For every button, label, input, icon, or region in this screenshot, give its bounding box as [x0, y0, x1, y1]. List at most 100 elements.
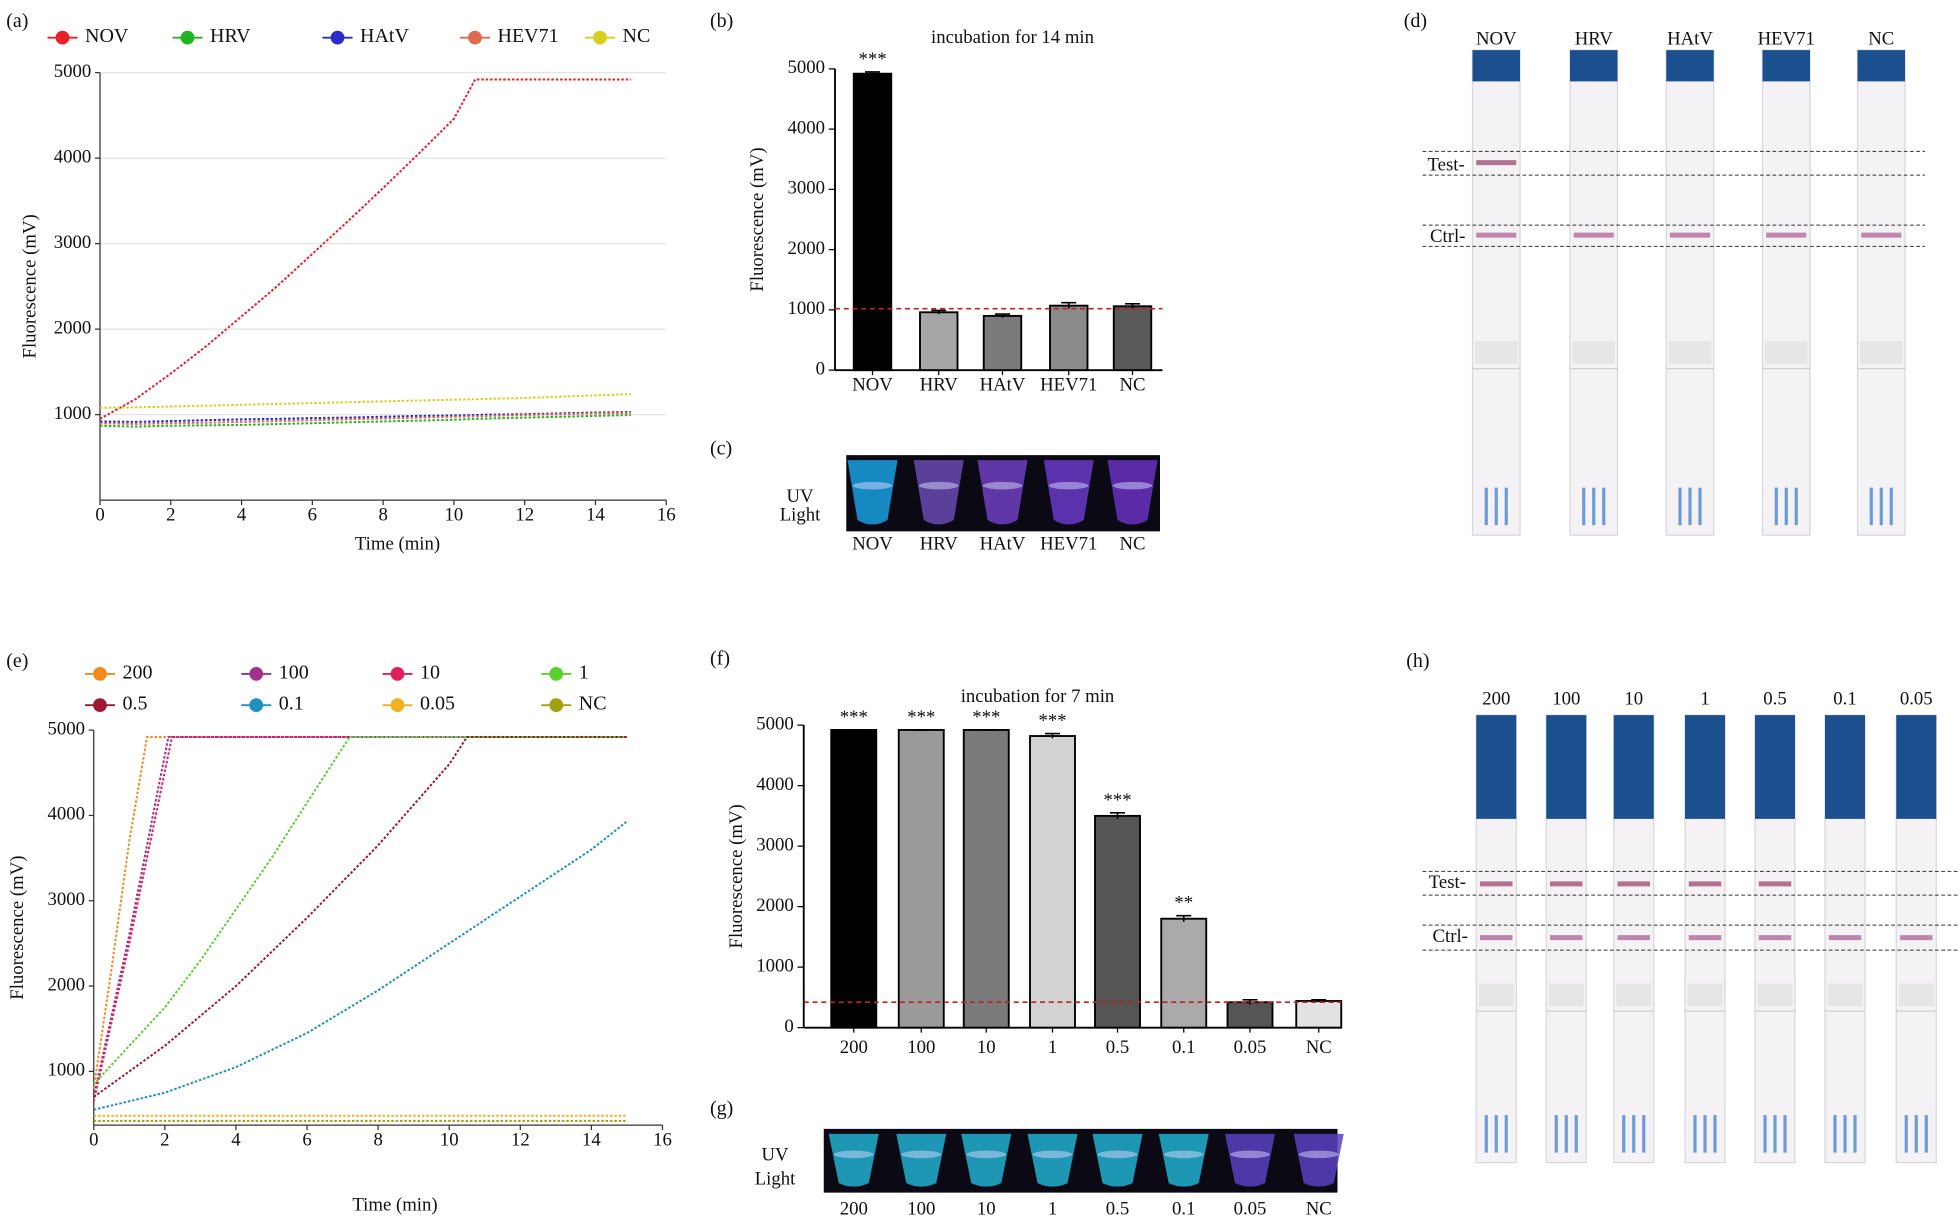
sample-pad	[1860, 341, 1903, 364]
test-band	[1758, 881, 1792, 887]
bar	[1049, 304, 1089, 372]
test-band	[1688, 881, 1722, 887]
tube	[913, 460, 964, 525]
x-tick-label: HAtV	[980, 375, 1026, 396]
x-tick-label: 0.1	[1172, 1037, 1195, 1058]
lane-label: 200	[1482, 688, 1510, 709]
lane-label: HRV	[1575, 28, 1614, 49]
significance: ***	[907, 707, 935, 728]
ctrl-band	[1670, 232, 1710, 238]
strip	[1471, 49, 1521, 536]
y-axis-label: Fluorescence (mV)	[726, 804, 747, 948]
legend-marker	[93, 667, 107, 681]
strip-arrows	[1622, 1115, 1646, 1153]
lane-label: NOV	[852, 533, 893, 554]
strip-cap	[1472, 50, 1520, 82]
strip-arrows	[1869, 487, 1893, 526]
lane-label: NC	[1868, 28, 1894, 49]
significance: ***	[972, 707, 1000, 728]
tube-meniscus	[918, 481, 959, 490]
y-tick-label: 3000	[756, 834, 794, 855]
legend-label: 1	[579, 661, 589, 683]
legend-label: 10	[420, 661, 440, 683]
ctrl-band	[1617, 935, 1650, 941]
error-bar	[1110, 812, 1125, 819]
x-tick-label: 16	[653, 1130, 672, 1151]
strip	[1569, 49, 1619, 536]
strip-arrows	[1693, 1115, 1717, 1153]
x-tick-label: 0	[89, 1130, 98, 1151]
panel-label: (e)	[6, 650, 28, 672]
panel-label: (f)	[710, 648, 730, 670]
test-label: Test-	[1428, 155, 1465, 176]
y-tick-label: 2000	[48, 974, 86, 995]
strip-arrows	[1484, 487, 1508, 526]
error-bar	[995, 313, 1010, 318]
lane-label: 0.1	[1172, 1198, 1195, 1219]
error-bar	[1311, 998, 1327, 1003]
tube-meniscus	[982, 481, 1023, 490]
lane-label: HEV71	[1040, 533, 1097, 554]
y-tick-label: 0	[784, 1016, 793, 1037]
photo-label: Light	[780, 505, 821, 526]
tube	[1158, 1133, 1209, 1187]
x-tick-label: 6	[302, 1130, 311, 1151]
x-tick-label: 8	[378, 505, 387, 526]
strip-cap	[1570, 50, 1618, 82]
lane-label: 0.5	[1763, 688, 1786, 709]
x-tick-label: HEV71	[1040, 375, 1097, 396]
tube-meniscus	[901, 1150, 942, 1159]
y-tick-label: 3000	[788, 178, 826, 199]
ctrl-label: Ctrl-	[1430, 226, 1465, 247]
significance: ***	[1103, 790, 1131, 811]
strip-cap	[1613, 715, 1654, 819]
legend-label: HEV71	[498, 25, 559, 47]
error-bar	[1176, 914, 1192, 922]
lane-label: 100	[907, 1198, 935, 1219]
panel-label: (h)	[1406, 650, 1429, 672]
tube-meniscus	[833, 1150, 874, 1159]
x-tick-label: 0.5	[1106, 1037, 1129, 1058]
series-line	[92, 735, 627, 1102]
y-tick-label: 2000	[54, 317, 92, 338]
x-tick-label: 12	[515, 505, 534, 526]
tube	[1107, 460, 1158, 525]
y-tick-label: 4000	[788, 117, 826, 138]
series-line	[92, 735, 627, 1098]
sample-pad	[1827, 983, 1863, 1007]
x-tick-label: 100	[907, 1037, 935, 1058]
x-axis-label: Time (min)	[355, 533, 440, 554]
lane-label: 1	[1048, 1198, 1057, 1219]
lane-label: 100	[1552, 688, 1580, 709]
x-tick-label: 14	[582, 1130, 601, 1151]
bar	[1029, 735, 1076, 1029]
strip-cap	[1666, 50, 1714, 82]
photo-label: Light	[755, 1168, 796, 1189]
ctrl-band	[1828, 935, 1862, 941]
bar	[919, 311, 959, 372]
tube-meniscus	[852, 481, 893, 490]
strip-arrows	[1554, 1115, 1578, 1153]
y-tick-label: 0	[816, 358, 825, 379]
strip-cap	[1685, 715, 1725, 819]
strip-arrows	[1678, 487, 1702, 526]
y-tick-label: 5000	[788, 57, 826, 78]
tube-meniscus	[1032, 1150, 1073, 1159]
x-tick-label: 200	[840, 1037, 868, 1058]
strip	[1761, 49, 1811, 536]
photo-label: UV	[761, 1145, 789, 1166]
legend-label: NC	[623, 25, 651, 47]
sample-pad	[1548, 983, 1584, 1007]
x-tick-label: 10	[440, 1130, 459, 1151]
strip-cap	[1755, 715, 1795, 819]
bar	[1160, 917, 1208, 1029]
series-line	[93, 735, 627, 1098]
tube-meniscus	[1048, 481, 1089, 490]
x-tick-label: 2	[160, 1130, 169, 1151]
tube-meniscus	[1230, 1150, 1270, 1159]
panel-label: (a)	[6, 10, 28, 32]
tube-meniscus	[1112, 481, 1153, 490]
y-tick-label: 1000	[48, 1060, 86, 1081]
tube	[896, 1133, 947, 1187]
lane-label: HAtV	[980, 533, 1026, 554]
